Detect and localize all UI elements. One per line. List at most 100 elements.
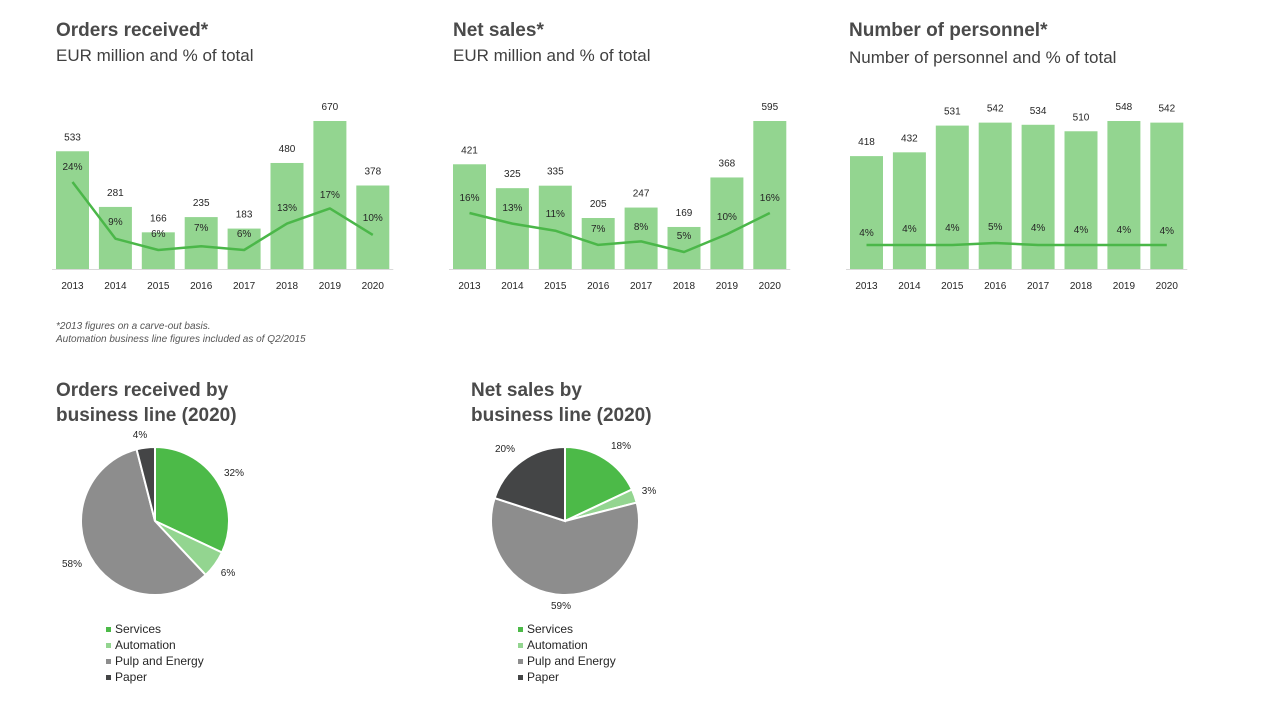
net-sales-chart-title: Net sales* [453,20,544,41]
legend-item-paper: Paper [518,669,616,685]
net-sales-pie-title-line-2: business line (2020) [471,405,652,426]
bar-2016 [184,217,218,269]
pie-slice-label: 3% [642,486,657,497]
percent-label: 5% [677,231,692,242]
percent-label: 4% [945,223,960,234]
bar-value-label: 510 [1073,112,1090,123]
bar-value-label: 169 [676,208,693,219]
pie-slice-services [564,445,634,523]
bar-value-label: 595 [761,102,778,113]
bar-2014 [892,152,926,269]
bar-value-label: 542 [1158,104,1175,115]
legend-item-automation: Automation [518,637,616,653]
x-tick-label: 2016 [190,281,213,292]
percent-label: 7% [194,223,209,234]
x-tick-label: 2020 [362,281,385,292]
x-tick-label: 2015 [941,281,964,292]
percent-label: 4% [1117,225,1132,236]
bar-value-label: 480 [279,144,296,155]
x-tick-label: 2018 [276,281,299,292]
legend-label: Automation [115,638,176,652]
legend-label: Services [527,622,574,636]
percent-label: 10% [717,212,737,223]
pie-slice-label: 58% [62,559,82,570]
percent-label: 5% [988,222,1003,233]
pie-slice-paper [135,445,156,522]
footnote-line-2: Automation business line figures include… [56,334,306,345]
pie-slice-label: 32% [224,468,244,479]
x-tick-label: 2020 [1156,281,1179,292]
percent-label: 11% [546,209,565,220]
bar-2019 [313,121,347,269]
percent-label: 4% [902,224,917,235]
percent-label: 7% [591,224,606,235]
legend-item-services: Services [518,621,616,637]
bar-2014 [495,188,529,269]
legend-label: Paper [115,670,148,684]
percent-label: 6% [237,229,252,240]
personnel-chart-title: Number of personnel* [849,20,1048,41]
pie-slice-label: 4% [133,430,148,441]
percent-label: 24% [62,162,82,173]
bar-2018 [1064,131,1098,269]
bar-2018 [270,162,304,269]
legend-label: Pulp and Energy [527,654,616,668]
x-tick-label: 2015 [147,281,170,292]
percent-label: 13% [277,203,297,214]
pie-slice-label: 59% [551,601,571,612]
percent-label: 9% [108,217,123,228]
legend-swatch [106,626,111,632]
bar-2017 [1021,124,1055,269]
x-tick-label: 2019 [716,281,739,292]
legend-swatch [518,674,523,680]
percent-label: 17% [320,190,340,201]
bar-value-label: 205 [590,199,607,210]
legend-swatch [518,626,523,632]
legend-item-pulp-and-energy: Pulp and Energy [518,653,616,669]
x-tick-label: 2019 [319,281,342,292]
orders-pie-title-line-1: Orders received by [56,380,229,401]
bar-value-label: 421 [461,145,478,156]
bar-value-label: 325 [504,169,521,180]
bar-2015 [538,185,572,269]
percent-of-total-line [866,241,1167,247]
percent-label: 6% [151,229,166,240]
orders-received-chart: 533 24% 2013 281 9% 2014 166 6% 2015 235 7% 2016 183… [52,102,394,292]
bar-value-label: 235 [193,198,210,209]
x-tick-label: 2014 [898,281,921,292]
pie-slice-pulp-and-energy [490,496,640,596]
pie-slice-label: 18% [611,441,631,452]
percent-label: 4% [1031,223,1046,234]
legend-item-automation: Automation [106,637,204,653]
bar-value-label: 542 [987,104,1004,115]
x-tick-label: 2013 [61,281,84,292]
percent-label: 8% [634,222,649,233]
x-tick-label: 2014 [104,281,127,292]
orders-pie-title: Orders received by business line (2020) [56,378,237,428]
legend-swatch [106,658,111,664]
percent-label: 4% [859,228,874,239]
percent-label: 10% [363,213,383,224]
orders-chart-title: Orders received* [56,20,209,41]
bar-2016 [978,122,1012,269]
bar-value-label: 247 [633,189,650,200]
bar-2013 [56,151,89,269]
x-tick-label: 2017 [1027,281,1050,292]
legend-swatch [106,674,111,680]
percent-of-total-line [469,211,771,254]
x-tick-label: 2019 [1113,281,1136,292]
x-tick-label: 2013 [855,281,878,292]
pie-slice-pulp-and-energy [80,448,208,596]
legend-item-pulp-and-energy: Pulp and Energy [106,653,204,669]
percent-label: 16% [459,193,479,204]
legend-swatch [106,642,111,648]
pie-slice-paper [493,445,566,523]
orders-pie-legend: Services Automation Pulp and Energy Paper [106,621,204,685]
x-tick-label: 2016 [587,281,610,292]
x-tick-label: 2018 [1070,281,1093,292]
bar-value-label: 531 [944,107,961,118]
bar-value-label: 281 [107,188,124,199]
bar-value-label: 183 [236,210,253,221]
x-tick-label: 2015 [544,281,567,292]
net-sales-pie-title: Net sales by business line (2020) [471,378,652,428]
